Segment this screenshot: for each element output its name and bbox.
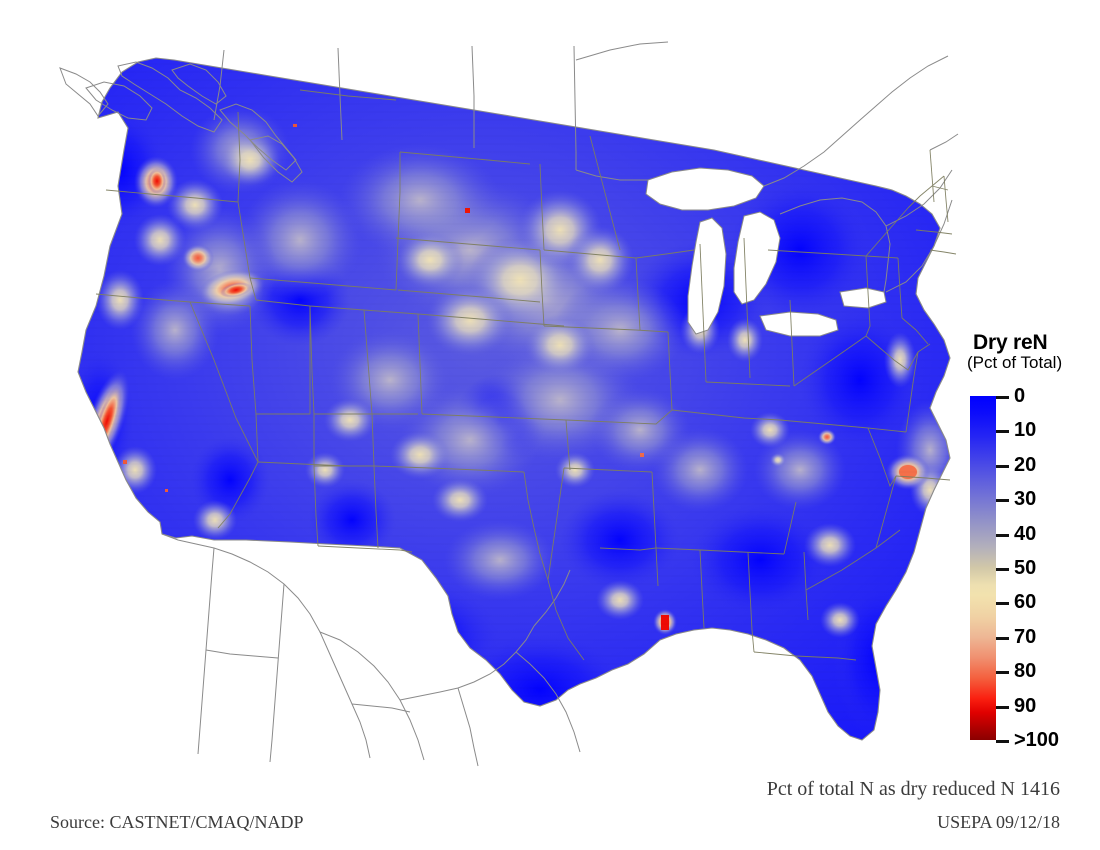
colorbar-tick: [996, 740, 1009, 743]
state-boundaries: [95, 89, 957, 661]
colorbar-tick: [996, 568, 1009, 571]
colorbar-gradient: [970, 396, 996, 740]
legend-subtitle: (Pct of Total): [967, 353, 1063, 373]
conus-raster-map: [59, 41, 959, 767]
agency-date-caption: USEPA 09/12/18: [937, 812, 1060, 832]
neighbor-country-outlines: [59, 41, 959, 767]
colorbar-tick-label: >100: [1014, 729, 1060, 751]
colorbar-tick-label: 80: [1014, 660, 1037, 683]
legend-title: Dry reN: [973, 331, 1048, 354]
map-caption: Pct of total N as dry reduced N 1416: [766, 778, 1060, 800]
colorbar-tick: [996, 671, 1009, 675]
colorbar-tick-label: 50: [1014, 557, 1037, 579]
colorbar-tick-label: 10: [1014, 419, 1037, 442]
colorbar-tick: [996, 396, 1009, 399]
colorbar-tick: [996, 533, 1009, 537]
colorbar-tick: [996, 430, 1009, 434]
colorbar-tick: [996, 705, 1009, 709]
source-caption: Source: CASTNET/CMAQ/NADP: [50, 812, 304, 832]
colorbar-tick-label: 40: [1014, 522, 1037, 545]
colorbar-tick: [996, 464, 1009, 468]
us-national-border: [77, 57, 951, 741]
colorbar-tick-label: 90: [1014, 694, 1037, 717]
legend-panel: Dry reN (Pct of Total) 0 10 20 30 40 50 …: [965, 331, 1100, 752]
colorbar-tick-label: 70: [1014, 625, 1037, 648]
colorbar-tick-label: 60: [1014, 591, 1037, 614]
colorbar-tick-label: 20: [1014, 453, 1037, 476]
map-panel: [59, 41, 959, 767]
colorbar-holder: 0 10 20 30 40 50 60 70 80 90 >100: [970, 386, 1100, 750]
colorbar-tick-label: 0: [1014, 385, 1026, 407]
colorbar-tick: [996, 602, 1009, 606]
colorbar-tick: [996, 499, 1009, 503]
colorbar-tick-label: 30: [1014, 488, 1037, 511]
colorbar-tick: [996, 636, 1009, 640]
